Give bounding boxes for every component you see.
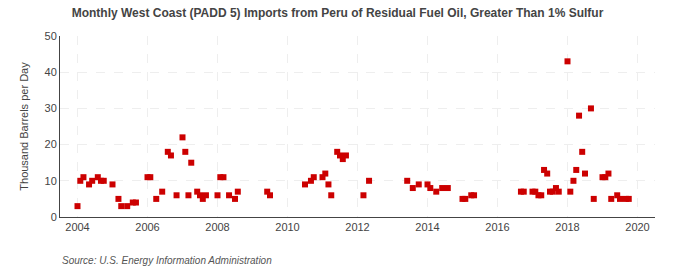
svg-text:2020: 2020 [625,221,649,233]
svg-text:10: 10 [45,175,57,187]
svg-text:40: 40 [45,66,57,78]
svg-text:Source: U.S. Energy Informatio: Source: U.S. Energy Information Administ… [62,255,272,266]
svg-text:2016: 2016 [485,221,509,233]
svg-text:Thousand Barrels per Day: Thousand Barrels per Day [18,62,30,191]
svg-text:Monthly West Coast (PADD 5) Im: Monthly West Coast (PADD 5) Imports from… [72,6,604,20]
svg-text:2010: 2010 [275,221,299,233]
svg-text:2006: 2006 [135,221,159,233]
svg-text:20: 20 [45,138,57,150]
svg-text:50: 50 [45,30,57,42]
svg-text:2012: 2012 [345,221,369,233]
svg-text:2018: 2018 [555,221,579,233]
svg-text:2004: 2004 [65,221,89,233]
svg-text:30: 30 [45,102,57,114]
svg-text:2008: 2008 [205,221,229,233]
svg-text:2014: 2014 [415,221,439,233]
svg-text:0: 0 [51,211,57,223]
